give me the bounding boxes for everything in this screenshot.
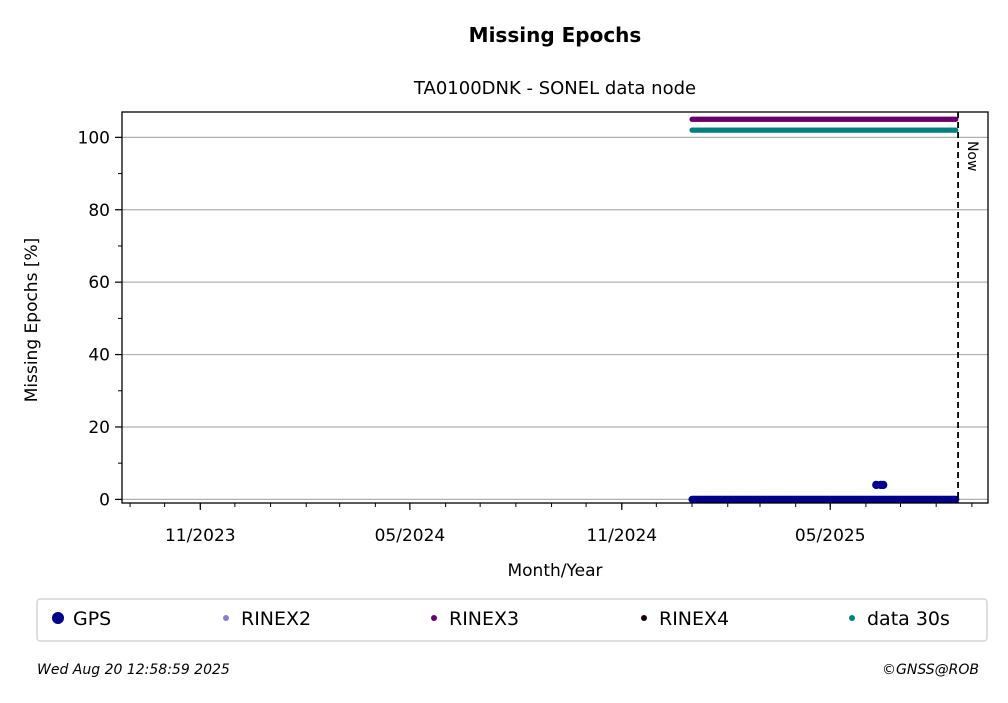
legend-label: GPS (73, 608, 111, 630)
y-tick-label: 0 (99, 490, 110, 510)
legend-label: RINEX3 (449, 608, 519, 630)
footer-timestamp: Wed Aug 20 12:58:59 2025 (37, 662, 230, 678)
y-tick-label: 20 (88, 418, 110, 438)
x-tick-label: 11/2023 (165, 526, 236, 546)
y-tick-label: 40 (88, 346, 110, 366)
x-axis-label: Month/Year (507, 561, 602, 581)
legend: GPS RINEX2 RINEX3 RINEX4 data 30s (52, 608, 950, 630)
data-point (879, 480, 888, 490)
x-tick-label: 11/2024 (586, 526, 657, 546)
chart-title: Missing Epochs (469, 23, 642, 47)
legend-marker (849, 615, 855, 621)
legend-marker (223, 615, 229, 621)
x-axis: 11/2023 05/2024 11/2024 05/2025 (129, 503, 973, 546)
legend-marker (52, 612, 64, 624)
plot-frame (121, 111, 989, 504)
x-tick-label: 05/2024 (375, 526, 446, 546)
legend-label: RINEX2 (241, 608, 311, 630)
y-tick-label: 100 (78, 128, 110, 148)
chart-subtitle: TA0100DNK - SONEL data node (413, 78, 696, 99)
y-axis-label: Missing Epochs [%] (22, 238, 42, 403)
data-points (688, 116, 960, 503)
now-marker: Now (957, 112, 980, 503)
footer-credit: ©GNSS@ROB (882, 662, 979, 678)
now-label: Now (964, 141, 980, 172)
legend-label: RINEX4 (659, 608, 729, 630)
x-tick-label: 05/2025 (795, 526, 866, 546)
legend-label: data 30s (867, 608, 950, 630)
y-tick-label: 80 (88, 201, 110, 221)
legend-marker (641, 615, 647, 621)
legend-marker (431, 615, 437, 621)
y-axis: 0 20 40 60 80 100 (78, 128, 122, 510)
data-point (953, 116, 959, 122)
y-tick-label: 60 (88, 273, 110, 293)
legend-box (36, 598, 988, 642)
data-point (953, 127, 959, 133)
grid-lines (122, 136, 988, 500)
